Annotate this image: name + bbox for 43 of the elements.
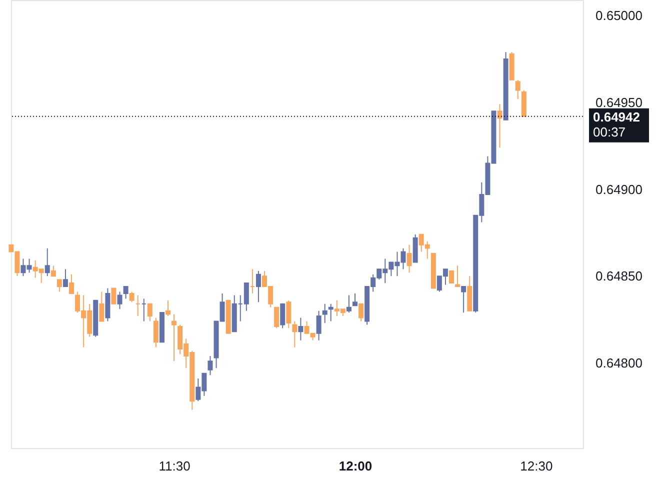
text: 00:37 — [593, 124, 626, 140]
candlestick — [147, 303, 152, 322]
candlestick — [165, 300, 170, 317]
candlestick — [69, 274, 74, 294]
candlestick — [172, 314, 177, 362]
candlestick — [111, 288, 116, 304]
candlestick — [129, 291, 134, 303]
candlestick — [316, 310, 322, 341]
candlestick — [123, 286, 128, 300]
candlestick — [56, 279, 62, 292]
candlestick — [274, 306, 280, 329]
candlestick — [208, 355, 213, 376]
candlestick — [62, 268, 68, 288]
candlestick — [352, 292, 358, 306]
candlestick — [328, 303, 334, 322]
candlestick — [117, 291, 122, 310]
x-tick-label: 12:00 — [338, 458, 372, 474]
x-tick-label: 11:30 — [158, 458, 190, 474]
y-tick-label: 0.65000 — [596, 8, 642, 24]
candlestick — [280, 303, 286, 329]
candlestick — [298, 317, 304, 341]
candlestick — [497, 104, 502, 148]
candlestick — [346, 294, 352, 314]
candlestick — [455, 265, 460, 288]
y-tick-label: 0.64950 — [596, 94, 642, 110]
ref-line-label: 0.64942 — [593, 109, 640, 124]
candlestick — [286, 300, 292, 329]
candlestick — [406, 244, 412, 274]
y-tick-label: 0.64800 — [596, 355, 642, 370]
candlestick — [358, 303, 364, 322]
candlestick — [515, 79, 520, 100]
x-tick-label: 12:30 — [520, 458, 553, 474]
candlestick — [292, 320, 298, 348]
candlestick — [461, 286, 466, 314]
candlestick — [153, 317, 158, 348]
candlestick — [322, 303, 328, 324]
candlestick — [256, 270, 261, 303]
y-tick-label: 0.64850 — [596, 268, 642, 284]
candlestick — [449, 270, 454, 284]
y-tick-label: 0.64900 — [596, 182, 642, 197]
candlestick — [50, 265, 56, 277]
candlestick — [99, 291, 104, 322]
candlestick — [44, 248, 50, 277]
